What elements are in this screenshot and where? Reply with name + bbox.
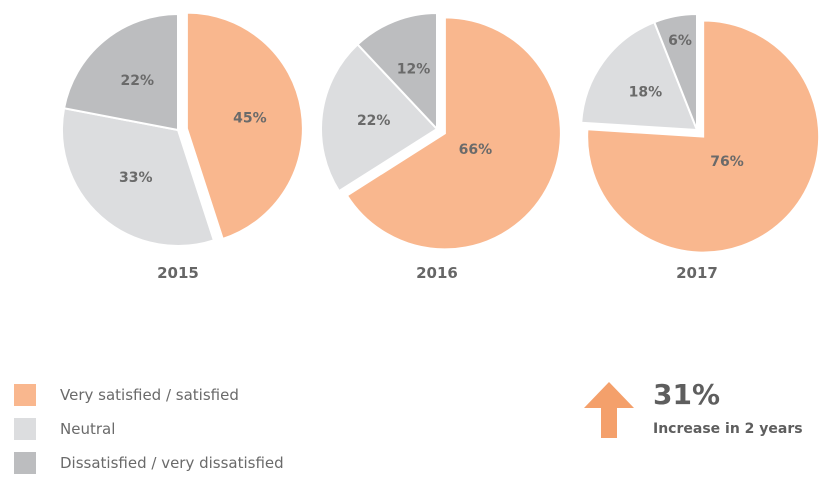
year-label-2017: 2017 — [676, 264, 718, 282]
legend-label-neutral: Neutral — [60, 420, 116, 438]
legend-item-satisfied: Very satisfied / satisfied — [14, 384, 344, 407]
legend-item-neutral: Neutral — [14, 418, 344, 441]
slice-label-2017-neutral: 18% — [629, 85, 663, 101]
legend: Very satisfied / satisfied Neutral Dissa… — [14, 384, 344, 486]
arrow-up-icon — [584, 382, 634, 438]
pie-charts: 45% 33% 22% 2015 66% 22% 12% 2016 76% 18% 6% 2017 — [61, 11, 821, 282]
increase-caption: Increase in 2 years — [653, 421, 803, 437]
pie-slice-2017-very-satisfied-satisfied — [586, 19, 821, 254]
pie-slice-2015-very-satisfied-satisfied — [185, 11, 304, 241]
slice-label-2017-very-satisfied-satisfied: 76% — [710, 154, 744, 170]
legend-label-satisfied: Very satisfied / satisfied — [60, 386, 239, 404]
slice-label-2016-neutral: 22% — [357, 113, 391, 129]
pie-slice-2016-neutral — [320, 43, 439, 193]
pie-slice-2015-dissatisfied-very-dissatisfied — [62, 12, 179, 132]
slice-label-2016-very-satisfied-satisfied: 66% — [459, 142, 493, 158]
legend-swatch-neutral — [14, 418, 36, 440]
pie-slice-2017-neutral — [580, 20, 699, 132]
slice-label-2015-neutral: 33% — [119, 170, 153, 186]
pie-slice-2016-very-satisfied-satisfied — [345, 16, 562, 251]
slice-label-2017-dissatisfied-very-dissatisfied: 6% — [668, 33, 692, 49]
slice-label-2015-very-satisfied-satisfied: 45% — [233, 111, 267, 127]
increase-callout: 31% Increase in 2 years — [584, 378, 820, 442]
legend-item-dissatisfied: Dissatisfied / very dissatisfied — [14, 452, 344, 475]
year-label-2015: 2015 — [157, 264, 199, 282]
pie-chart-2016: 66% 22% 12% 2016 — [320, 11, 562, 282]
legend-swatch-satisfied — [14, 384, 36, 406]
pie-chart-2015: 45% 33% 22% 2015 — [61, 11, 304, 282]
slice-label-2015-dissatisfied-very-dissatisfied: 22% — [121, 73, 155, 89]
pie-slice-2015-neutral — [61, 107, 216, 247]
pie-slice-2016-dissatisfied-very-dissatisfied — [356, 11, 438, 132]
increase-value: 31% — [653, 378, 721, 411]
slice-label-2016-dissatisfied-very-dissatisfied: 12% — [397, 62, 431, 78]
legend-label-dissatisfied: Dissatisfied / very dissatisfied — [60, 454, 284, 472]
legend-swatch-dissatisfied — [14, 452, 36, 474]
pie-chart-2017: 76% 18% 6% 2017 — [580, 12, 821, 282]
year-label-2016: 2016 — [416, 264, 458, 282]
pie-slice-2017-dissatisfied-very-dissatisfied — [653, 12, 698, 131]
